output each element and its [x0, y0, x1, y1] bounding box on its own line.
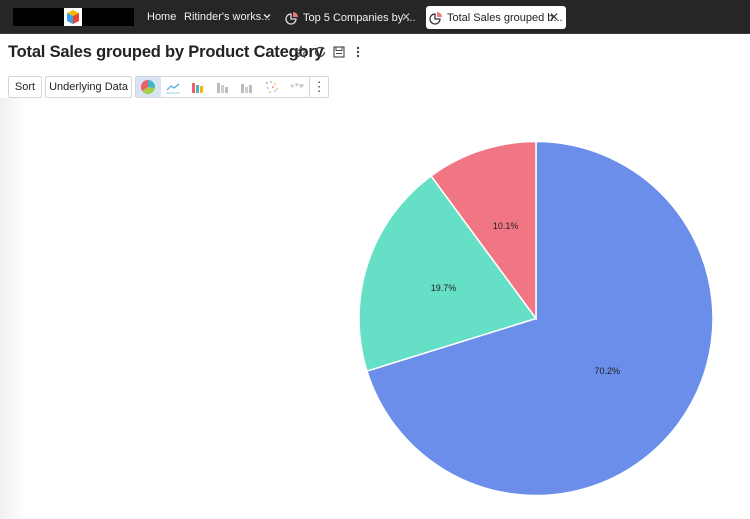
top-navigation-bar: Home Ritinder's works... Top 5 Companies…: [0, 0, 750, 34]
tab-label: Total Sales grouped b...: [447, 11, 563, 24]
stacked-bar-icon: [216, 83, 228, 93]
app-logo[interactable]: [64, 8, 82, 26]
pie-slice[interactable]: [430, 140, 537, 321]
pie-chart-icon: [141, 79, 156, 95]
more-vertical-icon[interactable]: [351, 45, 365, 59]
pie-chart-tab-icon: [429, 11, 442, 25]
bar-chart-icon: [191, 83, 203, 93]
left-panel-edge: [0, 98, 26, 519]
close-tab-icon[interactable]: ✕: [400, 10, 411, 24]
world-map-icon: [289, 83, 304, 88]
sort-button[interactable]: Sort: [8, 76, 42, 98]
chart-type-stacked-bar[interactable]: [210, 77, 235, 97]
chevron-down-icon[interactable]: [262, 11, 272, 21]
chart-type-bar[interactable]: [185, 77, 210, 97]
scatter-chart-icon: [266, 81, 279, 93]
refresh-icon[interactable]: [313, 45, 327, 59]
underlying-data-button[interactable]: Underlying Data: [45, 76, 132, 98]
grouped-bar-icon: [241, 84, 253, 93]
more-chart-types-button[interactable]: ⋮: [309, 77, 328, 97]
title-actions: [294, 45, 365, 59]
chart-type-switcher: ⋮: [135, 76, 329, 98]
pie-slice[interactable]: [358, 174, 538, 373]
nav-home-link[interactable]: Home: [147, 11, 177, 23]
tab-top-5-companies[interactable]: Top 5 Companies by ... ✕: [282, 6, 418, 29]
save-icon[interactable]: [332, 45, 346, 59]
close-tab-icon[interactable]: ✕: [548, 10, 559, 24]
chart-type-line[interactable]: [161, 77, 186, 97]
tab-label: Top 5 Companies by ...: [303, 11, 416, 24]
pie-slice[interactable]: [366, 140, 714, 497]
chart-type-pie[interactable]: [136, 77, 161, 97]
line-chart-icon: [166, 83, 181, 94]
chart-type-map[interactable]: [284, 77, 309, 97]
chart-type-scatter[interactable]: [260, 77, 285, 97]
cube-logo-icon: [64, 8, 82, 26]
pie-chart-tab-icon: [285, 11, 298, 25]
chart-type-grouped-bar[interactable]: [235, 77, 260, 97]
page-title: Total Sales grouped by Product Category: [8, 43, 324, 61]
tab-total-sales[interactable]: Total Sales grouped b... ✕: [426, 6, 566, 29]
nav-workspace-dropdown[interactable]: Ritinder's works...: [184, 11, 271, 23]
star-icon[interactable]: [294, 45, 308, 59]
